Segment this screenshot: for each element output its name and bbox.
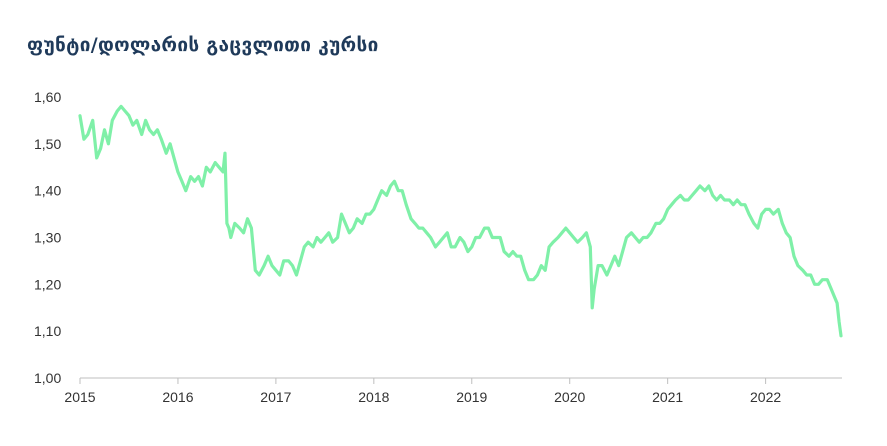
x-tick-label: 2015	[64, 389, 95, 405]
y-tick-label: 1,20	[34, 276, 61, 292]
x-tick-label: 2017	[260, 389, 291, 405]
y-tick-label: 1,00	[34, 370, 61, 386]
x-tick-label: 2018	[358, 389, 389, 405]
series-line	[78, 104, 843, 338]
x-tick-label: 2021	[652, 389, 683, 405]
y-tick-label: 1,30	[34, 230, 61, 246]
y-tick-label: 1,50	[34, 136, 61, 152]
chart-axes: 1,00 1,10 1,20 1,30 1,40 1,50 1,60 2015 2016 2017…	[34, 89, 842, 405]
chart-title: ფუნტი/დოლარის გაცვლითი კურსი	[27, 34, 379, 56]
y-tick-label: 1,60	[34, 89, 61, 105]
y-tick-label: 1,10	[34, 323, 61, 339]
y-tick-label: 1,40	[34, 183, 61, 199]
x-tick-label: 2022	[750, 389, 781, 405]
x-tick-label: 2016	[162, 389, 193, 405]
chart-series	[78, 104, 843, 338]
x-tick-label: 2020	[554, 389, 585, 405]
x-tick-label: 2019	[456, 389, 487, 405]
